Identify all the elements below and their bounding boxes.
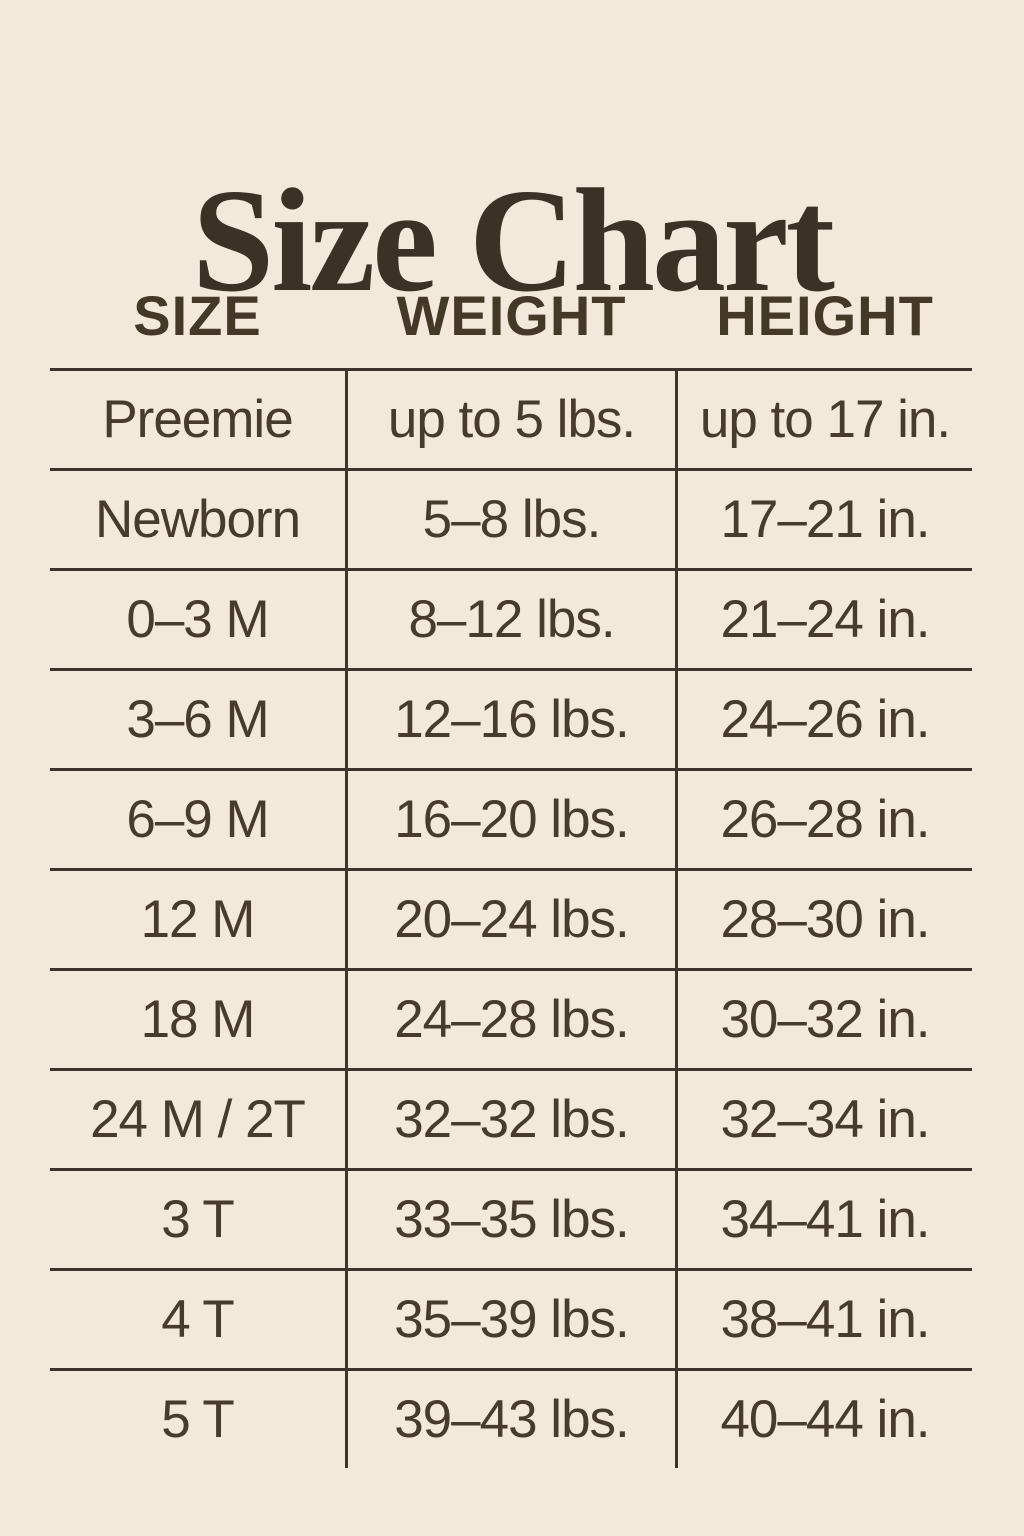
- size-cell: 6–9 M: [126, 790, 269, 849]
- height-cell: 34–41 in.: [720, 1190, 930, 1249]
- height-cell: 24–26 in.: [720, 690, 930, 749]
- weight-cell: 32–32 lbs.: [345, 1071, 678, 1168]
- weight-cell: up to 5 lbs.: [345, 371, 678, 468]
- size-cell: 24 M / 2T: [90, 1090, 306, 1149]
- size-cell: 4 T: [161, 1290, 235, 1349]
- size-cell: 0–3 M: [126, 590, 269, 649]
- weight-cell: 12–16 lbs.: [345, 671, 678, 768]
- weight-cell: 24–28 lbs.: [345, 971, 678, 1068]
- table-row: 0–3 M 8–12 lbs. 21–24 in.: [50, 568, 972, 668]
- weight-cell: 35–39 lbs.: [345, 1271, 678, 1368]
- weight-cell: 16–20 lbs.: [345, 771, 678, 868]
- weight-cell: 33–35 lbs.: [345, 1171, 678, 1268]
- size-cell: 3–6 M: [126, 690, 269, 749]
- size-cell: 12 M: [140, 890, 256, 949]
- table-row: 12 M 20–24 lbs. 28–30 in.: [50, 868, 972, 968]
- size-cell: Preemie: [102, 390, 293, 449]
- weight-cell: 39–43 lbs.: [345, 1371, 678, 1468]
- column-header-weight: WEIGHT: [396, 284, 627, 347]
- height-cell: 17–21 in.: [720, 490, 930, 549]
- table-row: 6–9 M 16–20 lbs. 26–28 in.: [50, 768, 972, 868]
- height-cell: 40–44 in.: [720, 1390, 930, 1449]
- column-header-height: HEIGHT: [716, 284, 934, 347]
- size-chart-table: Preemie up to 5 lbs. up to 17 in. Newborn 5–…: [50, 368, 972, 1468]
- size-cell: 5 T: [161, 1390, 235, 1449]
- table-row: 3 T 33–35 lbs. 34–41 in.: [50, 1168, 972, 1268]
- table-header-row: SIZE WEIGHT HEIGHT: [50, 263, 972, 368]
- weight-cell: 20–24 lbs.: [345, 871, 678, 968]
- table-row: Newborn 5–8 lbs. 17–21 in.: [50, 468, 972, 568]
- table-row: 24 M / 2T 32–32 lbs. 32–34 in.: [50, 1068, 972, 1168]
- weight-cell: 5–8 lbs.: [345, 471, 678, 568]
- size-cell: Newborn: [94, 490, 301, 549]
- height-cell: 21–24 in.: [720, 590, 930, 649]
- table-row: 3–6 M 12–16 lbs. 24–26 in.: [50, 668, 972, 768]
- height-cell: 28–30 in.: [720, 890, 930, 949]
- weight-cell: 8–12 lbs.: [345, 571, 678, 668]
- size-cell: 18 M: [140, 990, 256, 1049]
- height-cell: 26–28 in.: [720, 790, 930, 849]
- height-cell: up to 17 in.: [699, 390, 951, 449]
- height-cell: 38–41 in.: [720, 1290, 930, 1349]
- column-header-size: SIZE: [133, 284, 262, 347]
- table-row: Preemie up to 5 lbs. up to 17 in.: [50, 368, 972, 468]
- table-row: 18 M 24–28 lbs. 30–32 in.: [50, 968, 972, 1068]
- table-row: 5 T 39–43 lbs. 40–44 in.: [50, 1368, 972, 1468]
- height-cell: 30–32 in.: [720, 990, 930, 1049]
- height-cell: 32–34 in.: [720, 1090, 930, 1149]
- size-cell: 3 T: [161, 1190, 235, 1249]
- page-title: Size Chart: [192, 159, 835, 324]
- table-row: 4 T 35–39 lbs. 38–41 in.: [50, 1268, 972, 1368]
